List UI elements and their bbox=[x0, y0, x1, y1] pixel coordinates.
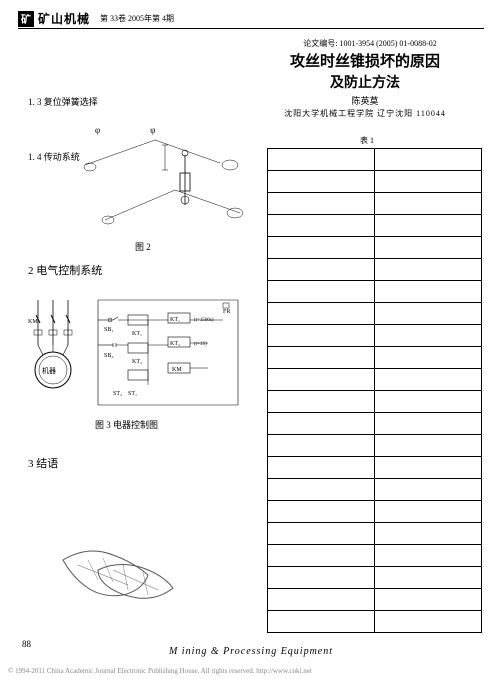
table-row bbox=[268, 215, 482, 237]
table-row bbox=[268, 369, 482, 391]
figure-3-caption: 图 3 电器控制图 bbox=[95, 418, 158, 431]
table-row bbox=[268, 413, 482, 435]
svg-text:KM: KM bbox=[172, 367, 182, 373]
svg-text:ST₂: ST₂ bbox=[113, 391, 122, 397]
table-row bbox=[268, 611, 482, 633]
table-row bbox=[268, 347, 482, 369]
table-row bbox=[268, 149, 482, 171]
header-bar: 矿 矿山机械 第 33卷 2005年第 4期 bbox=[18, 10, 174, 27]
table-row bbox=[268, 545, 482, 567]
table-row bbox=[268, 237, 482, 259]
issue-info: 第 33卷 2005年第 4期 bbox=[100, 13, 174, 24]
svg-text:(t=1500s): (t=1500s) bbox=[194, 318, 214, 323]
paper-subtitle: 及防止方法 bbox=[250, 72, 480, 92]
leaf-figure bbox=[58, 540, 188, 615]
phi-2: φ bbox=[150, 125, 155, 135]
paper-title: 攻丝时丝锥损坏的原因 bbox=[250, 50, 480, 71]
table-row bbox=[268, 435, 482, 457]
table-row bbox=[268, 567, 482, 589]
svg-text:KT₁: KT₁ bbox=[132, 331, 142, 337]
svg-text:KT₂: KT₂ bbox=[170, 341, 180, 347]
affiliation: 沈阳大学机械工程学院 辽宁沈阳 110044 bbox=[250, 108, 480, 119]
svg-text:机器: 机器 bbox=[42, 366, 56, 375]
header-divider bbox=[18, 28, 484, 29]
logo-icon: 矿 bbox=[18, 11, 34, 27]
table-row bbox=[268, 259, 482, 281]
paper-id: 论文编号: 1001-3954 (2005) 01-0088-02 bbox=[260, 38, 480, 49]
section-2-heading: 2 电气控制系统 bbox=[28, 262, 102, 278]
footer-title: M ining & Processing Equipment bbox=[0, 646, 502, 657]
table-1-label: 表 1 bbox=[257, 135, 477, 146]
svg-text:SB₁: SB₁ bbox=[104, 327, 113, 333]
section-1-4-heading: 1. 4 传动系统 bbox=[28, 150, 80, 163]
section-1-3-heading: 1. 3 复位弹簧选择 bbox=[28, 95, 98, 108]
table-row bbox=[268, 171, 482, 193]
table-row bbox=[268, 589, 482, 611]
table-row bbox=[268, 501, 482, 523]
svg-text:SB₂: SB₂ bbox=[104, 353, 113, 359]
figure-2-caption: 图 2 bbox=[135, 240, 151, 253]
svg-text:ST₁: ST₁ bbox=[128, 391, 137, 397]
author: 陈英莫 bbox=[250, 94, 480, 107]
table-1 bbox=[267, 148, 482, 633]
figure-3-circuit: KM 机器 SB₁ SB₂ KT₁ KT₂ KT₁ (t=1500s) KT₂ … bbox=[28, 295, 248, 415]
table-row bbox=[268, 479, 482, 501]
table-row bbox=[268, 523, 482, 545]
phi-symbols: φ φ bbox=[95, 125, 155, 135]
table-row bbox=[268, 391, 482, 413]
journal-title: 矿山机械 bbox=[38, 10, 90, 27]
svg-text:KT₂: KT₂ bbox=[132, 359, 142, 365]
table-row bbox=[268, 281, 482, 303]
table-row bbox=[268, 193, 482, 215]
table-row bbox=[268, 325, 482, 347]
phi-1: φ bbox=[95, 125, 100, 135]
svg-text:FR: FR bbox=[223, 309, 230, 315]
table-row bbox=[268, 303, 482, 325]
section-3-heading: 3 结语 bbox=[28, 455, 58, 471]
table-row bbox=[268, 457, 482, 479]
svg-text:KT₁: KT₁ bbox=[170, 317, 180, 323]
figure-2-diagram bbox=[80, 135, 245, 235]
copyright: © 1994-2011 China Academic Journal Elect… bbox=[8, 667, 494, 675]
svg-text:KM: KM bbox=[28, 319, 38, 325]
